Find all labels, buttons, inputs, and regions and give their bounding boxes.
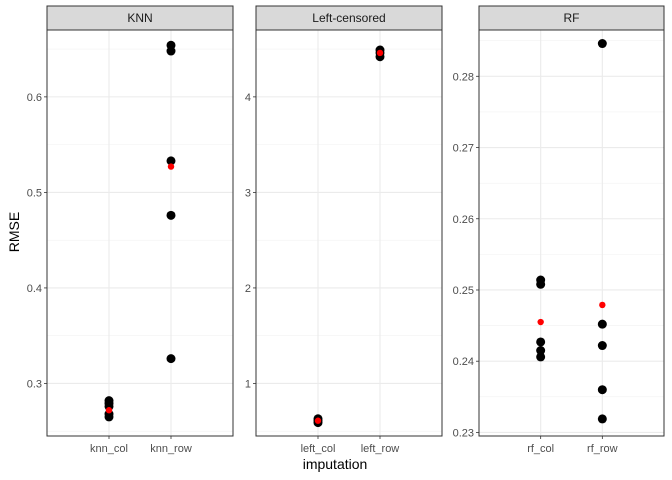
- y-tick-label: 0.6: [27, 92, 42, 104]
- mean-point: [314, 417, 322, 424]
- y-tick-label: 0.5: [27, 187, 42, 199]
- facet-strip: [255, 5, 443, 31]
- panel-1: 1 2 3 4 left_col left_row Left-censored: [245, 5, 443, 455]
- facet-strip: [478, 5, 665, 31]
- x-tick-label: left_col: [301, 443, 336, 455]
- data-point: [597, 319, 607, 329]
- panel-0: 0.3 0.4 0.5 0.6 knn_col knn_row KNN: [27, 5, 234, 455]
- y-tick-label: 0.25: [453, 285, 474, 297]
- facet-strip: [46, 5, 234, 31]
- y-axis-title: RMSE: [6, 212, 22, 252]
- x-tick-label: left_row: [361, 443, 400, 455]
- y-tick-label: 0.4: [27, 283, 42, 295]
- x-tick-label: knn_col: [90, 443, 128, 455]
- data-point: [536, 352, 546, 362]
- mean-point: [105, 407, 113, 414]
- y-tick-label: 0.3: [27, 378, 42, 390]
- data-point: [166, 46, 176, 56]
- facet-strip-label: Left-censored: [312, 11, 385, 25]
- y-tick-label: 3: [245, 187, 251, 199]
- data-point: [166, 354, 176, 364]
- y-tick-label: 0.27: [453, 143, 474, 155]
- panels-layer: 0.3 0.4 0.5 0.6 knn_col knn_row KNN 1 2 3 4 left_co…: [27, 5, 665, 455]
- panel-2: 0.23 0.24 0.25 0.26 0.27 0.28 rf_col rf_row RF: [453, 5, 665, 455]
- data-point: [597, 414, 607, 424]
- data-point: [536, 346, 546, 356]
- data-point: [597, 39, 607, 49]
- panel-background: [256, 30, 442, 436]
- data-point: [166, 210, 176, 220]
- mean-point: [167, 163, 175, 170]
- x-tick-label: rf_col: [527, 443, 554, 455]
- y-tick-label: 2: [245, 283, 251, 295]
- x-tick-label: rf_row: [587, 443, 618, 455]
- mean-point: [537, 318, 544, 326]
- panel-background: [479, 30, 664, 436]
- mean-point: [599, 301, 606, 309]
- facet-strip-label: KNN: [127, 11, 152, 25]
- data-point: [536, 337, 546, 347]
- mean-point: [376, 49, 384, 57]
- y-tick-label: 0.26: [453, 214, 474, 226]
- y-tick-label: 0.28: [453, 71, 474, 83]
- data-point: [597, 341, 607, 351]
- x-tick-label: knn_row: [150, 443, 192, 455]
- facet-strip-label: RF: [564, 11, 580, 25]
- y-tick-label: 0.24: [453, 356, 474, 368]
- y-tick-label: 4: [245, 92, 251, 104]
- y-tick-label: 0.23: [453, 427, 474, 439]
- panel-background: [47, 30, 233, 436]
- data-point: [597, 385, 607, 395]
- x-axis-title: imputation: [303, 456, 368, 472]
- data-point: [166, 156, 176, 166]
- data-point: [104, 412, 114, 422]
- y-tick-label: 1: [245, 378, 251, 390]
- data-point: [536, 279, 546, 289]
